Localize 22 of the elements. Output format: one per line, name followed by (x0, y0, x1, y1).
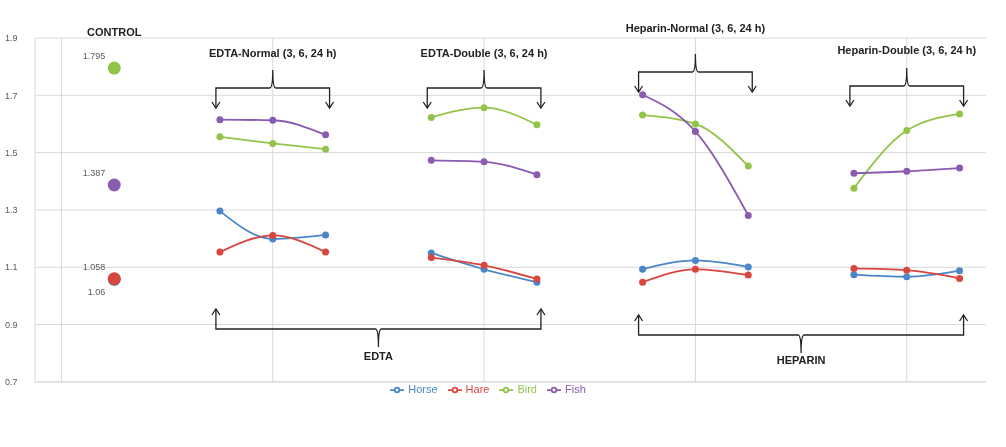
annotation: EDTA-Normal (3, 6, 24 h) (208, 47, 337, 59)
annotation: EDTA (363, 350, 394, 362)
y-tick-label: 0.7 (5, 377, 18, 388)
annotation: EDTA-Double (3, 6, 24 h) (420, 47, 548, 59)
text: Heparin-Normal (3, 6, 24 h) (625, 22, 766, 34)
data-label: 1.387 (82, 168, 106, 179)
legend-label: Bird (517, 382, 537, 395)
text: CONTROL (87, 26, 142, 38)
annotation: HEPARIN (776, 354, 826, 366)
data-label: 1.06 (87, 286, 106, 297)
legend-label: Fish (564, 382, 586, 395)
y-tick-label: 1.9 (5, 33, 18, 44)
legend-label: Horse (408, 382, 438, 395)
y-tick-label: 1.7 (5, 90, 18, 101)
legend-label: Hare (465, 382, 490, 395)
y-tick-label: 1.5 (5, 147, 18, 158)
annotation: Heparin-Double (3, 6, 24 h) (837, 44, 977, 56)
y-tick-label: 1.1 (5, 262, 18, 273)
data-label: 1.058 (82, 262, 106, 273)
y-tick-label: 0.9 (5, 319, 18, 330)
data-label: 1.795 (82, 51, 106, 62)
y-tick-label: 1.3 (5, 205, 18, 216)
